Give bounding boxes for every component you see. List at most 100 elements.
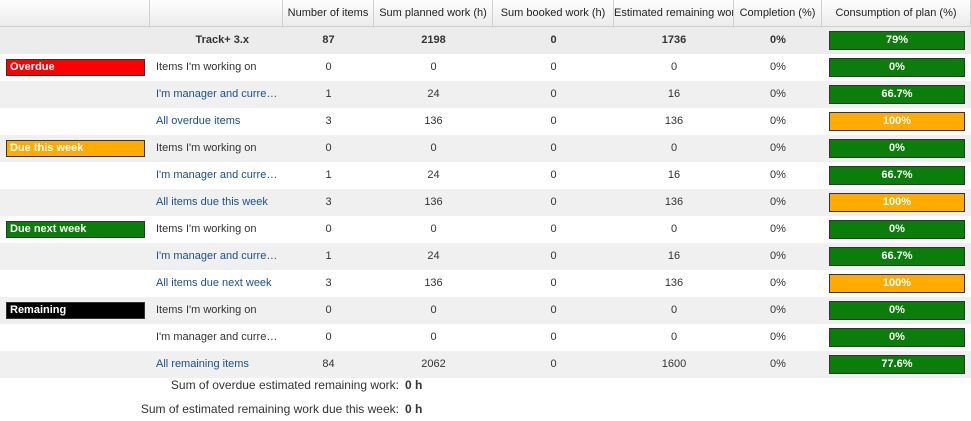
estimated-remaining-work-cell: 16 xyxy=(667,169,681,181)
row-label-link[interactable]: All items due next week xyxy=(156,277,272,289)
consumption-bar: 0% xyxy=(829,301,965,320)
sum-booked-work-cell: 0 xyxy=(550,223,557,235)
consumption-bar: 66.7% xyxy=(829,166,965,185)
sum-planned-work-cell: 2198 xyxy=(421,34,446,46)
sum-booked-work-cell: 0 xyxy=(550,304,557,316)
table-row: I'm manager and currently responsible 1 24… xyxy=(0,81,971,108)
completion-cell: 0% xyxy=(770,115,786,127)
number-of-items-cell: 3 xyxy=(325,196,332,208)
estimated-remaining-work-cell: 0 xyxy=(670,61,678,73)
sum-planned-work-cell: 24 xyxy=(427,250,440,262)
completion-cell: 0% xyxy=(770,250,786,262)
consumption-bar: 0% xyxy=(829,58,965,77)
number-of-items-cell: 0 xyxy=(325,223,332,235)
completion-cell: 0% xyxy=(770,277,786,289)
sum-planned-work-cell: 0 xyxy=(430,142,437,154)
summary-line: Sum of overdue estimated remaining work:… xyxy=(0,373,971,397)
estimated-remaining-work-cell: 0 xyxy=(670,142,678,154)
header-completion[interactable]: Completion (%) xyxy=(734,0,822,27)
number-of-items-cell: 0 xyxy=(325,304,332,316)
sum-planned-work-cell: 24 xyxy=(427,169,440,181)
estimated-remaining-work-cell: 1736 xyxy=(661,34,687,46)
summary-value: 0 h xyxy=(405,402,423,416)
estimated-remaining-work-cell: 136 xyxy=(664,115,684,127)
estimated-remaining-work-cell: 0 xyxy=(670,223,678,235)
sum-planned-work-cell: 0 xyxy=(430,331,437,343)
consumption-bar: 66.7% xyxy=(829,85,965,104)
table-row: Due this week Items I'm working on 0 0 0 0 0% 0… xyxy=(0,135,971,162)
sum-booked-work-cell: 0 xyxy=(550,142,557,154)
completion-cell: 0% xyxy=(770,223,786,235)
header-number-of-items[interactable]: Number of items xyxy=(283,0,374,27)
completion-cell: 0% xyxy=(770,304,786,316)
sum-booked-work-cell: 0 xyxy=(550,277,557,289)
number-of-items-cell: 1 xyxy=(325,250,332,262)
number-of-items-cell: 1 xyxy=(325,88,332,100)
sum-booked-work-cell: 0 xyxy=(550,250,557,262)
completion-cell: 0% xyxy=(770,142,786,154)
number-of-items-cell: 1 xyxy=(325,169,332,181)
table-row: Due next week Items I'm working on 0 0 0 0 0% 0… xyxy=(0,216,971,243)
table-row: Overdue Items I'm working on 0 0 0 0 0% 0% xyxy=(0,54,971,81)
consumption-bar: 77.6% xyxy=(829,355,965,374)
group-badge-due-this-week: Due this week xyxy=(6,140,145,157)
table-row: All items due this week 3 136 0 136 0% 100% xyxy=(0,189,971,216)
header-estimated-remaining-work[interactable]: Estimated remaining work xyxy=(614,0,734,27)
row-label: Items I'm working on xyxy=(156,61,257,73)
sum-planned-work-cell: 24 xyxy=(427,88,440,100)
row-label: I'm manager and currently responsible xyxy=(156,331,283,343)
group-badge-remaining: Remaining xyxy=(6,302,145,319)
estimated-remaining-work-cell: 136 xyxy=(664,277,684,289)
completion-cell: 0% xyxy=(770,331,786,343)
row-label-link[interactable]: All items due this week xyxy=(156,196,268,208)
row-label: Items I'm working on xyxy=(156,142,257,154)
sum-booked-work-cell: 0 xyxy=(550,196,557,208)
number-of-items-cell: 0 xyxy=(325,142,332,154)
row-label: Items I'm working on xyxy=(156,223,257,235)
consumption-bar: 79% xyxy=(829,31,965,50)
sum-booked-work-cell: 0 xyxy=(550,34,557,46)
row-label-link[interactable]: I'm manager and currently responsible xyxy=(156,88,283,100)
table-row: Remaining Items I'm working on 0 0 0 0 0% 0% xyxy=(0,297,971,324)
consumption-bar: 0% xyxy=(829,139,965,158)
consumption-bar: 100% xyxy=(829,193,965,212)
completion-cell: 0% xyxy=(770,169,786,181)
completion-cell: 0% xyxy=(770,61,786,73)
table-row: I'm manager and currently responsible 0 0 0… xyxy=(0,324,971,351)
row-label-link[interactable]: I'm manager and currently responsible xyxy=(156,250,283,262)
header-consumption-of-plan[interactable]: Consumption of plan (%) xyxy=(822,0,971,27)
row-label: Items I'm working on xyxy=(156,304,257,316)
number-of-items-cell: 3 xyxy=(325,115,332,127)
table-row: All remaining items 84 2062 0 1600 0% 77.6% xyxy=(0,351,971,378)
consumption-bar: 0% xyxy=(829,328,965,347)
consumption-bar: 100% xyxy=(829,274,965,293)
table-row: All overdue items 3 136 0 136 0% 100% xyxy=(0,108,971,135)
header-sum-booked-work[interactable]: Sum booked work (h) xyxy=(493,0,614,27)
sum-planned-work-cell: 136 xyxy=(424,277,443,289)
number-of-items-cell: 87 xyxy=(322,34,335,46)
sum-booked-work-cell: 0 xyxy=(550,88,557,100)
summary-label: Sum of overdue estimated remaining work: xyxy=(170,378,399,392)
header-blank-1[interactable] xyxy=(0,0,150,27)
number-of-items-cell: 3 xyxy=(325,277,332,289)
estimated-remaining-work-cell: 16 xyxy=(667,88,681,100)
row-label-link[interactable]: All overdue items xyxy=(156,115,241,127)
sum-planned-work-cell: 0 xyxy=(430,61,437,73)
number-of-items-cell: 0 xyxy=(325,331,332,343)
table-row: All items due next week 3 136 0 136 0% 100% xyxy=(0,270,971,297)
consumption-bar: 0% xyxy=(829,220,965,239)
row-label-link[interactable]: I'm manager and currently responsible xyxy=(156,169,283,181)
completion-cell: 0% xyxy=(770,34,786,46)
number-of-items-cell: 0 xyxy=(325,61,332,73)
estimated-remaining-work-cell: 0 xyxy=(670,331,678,343)
summary-label: Sum of estimated remaining work due this… xyxy=(140,402,399,416)
estimated-remaining-work-cell: 136 xyxy=(664,196,684,208)
summary-value: 0 h xyxy=(405,378,423,392)
estimated-remaining-work-cell: 16 xyxy=(667,250,681,262)
sum-planned-work-cell: 136 xyxy=(424,196,443,208)
group-badge-overdue: Overdue xyxy=(6,59,145,76)
summary-line: Sum of estimated remaining work due this… xyxy=(0,397,971,421)
header-blank-2[interactable] xyxy=(150,0,283,27)
header-sum-planned-work[interactable]: Sum planned work (h) xyxy=(374,0,493,27)
sum-planned-work-cell: 0 xyxy=(430,304,437,316)
